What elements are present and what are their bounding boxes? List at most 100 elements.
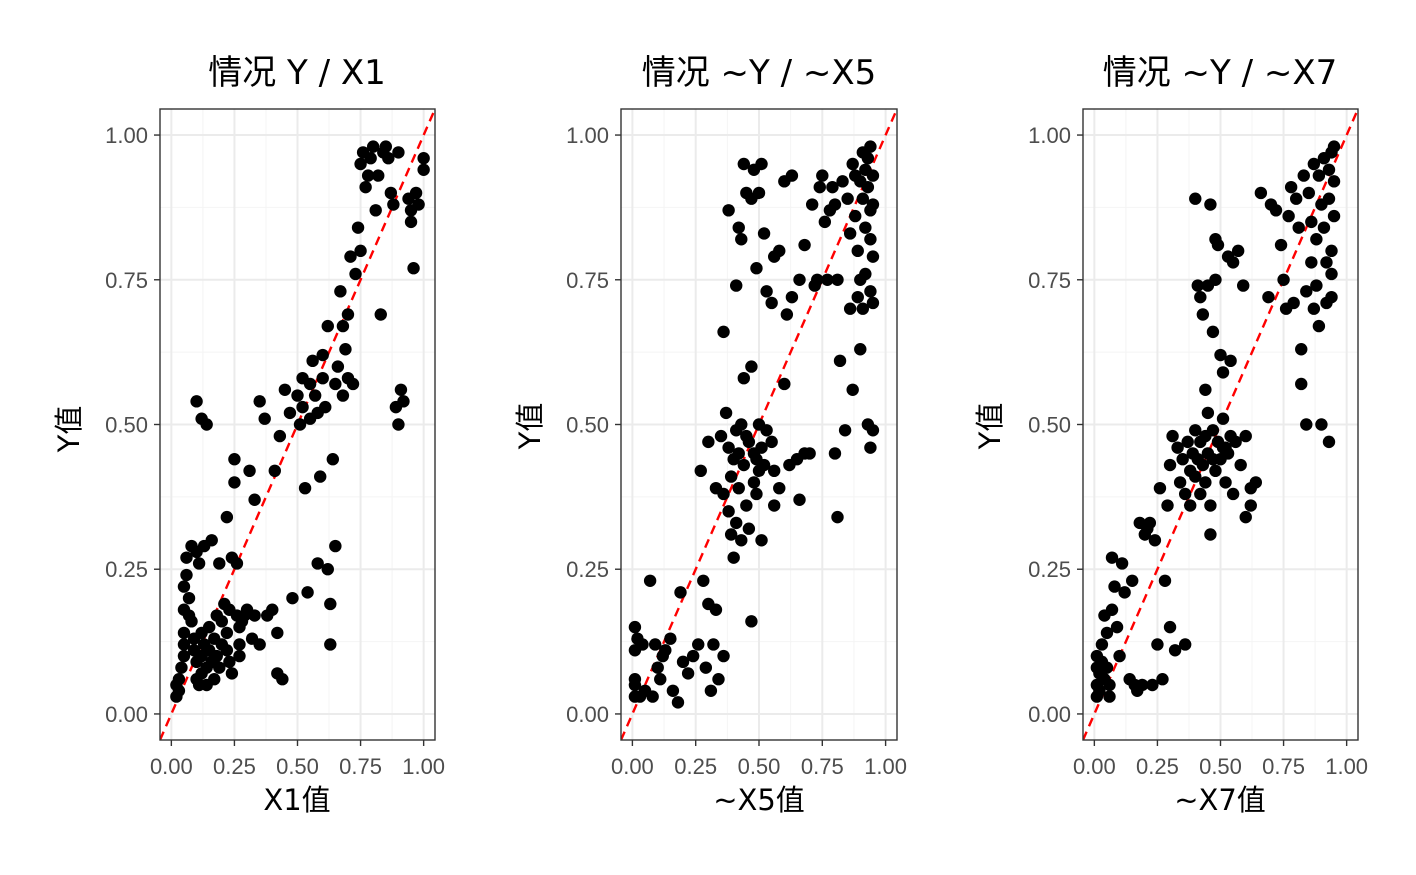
y-tick-label: 0.75 xyxy=(566,268,609,293)
data-point xyxy=(1310,233,1323,246)
data-point xyxy=(757,458,771,472)
data-point xyxy=(714,429,728,443)
data-point xyxy=(344,250,357,263)
data-point xyxy=(1269,204,1283,217)
data-point xyxy=(1325,267,1338,281)
data-point xyxy=(849,209,862,223)
data-point xyxy=(1219,441,1232,454)
data-point xyxy=(755,441,768,454)
data-point xyxy=(864,140,877,153)
data-point xyxy=(1327,140,1341,153)
data-point xyxy=(208,673,221,686)
data-point xyxy=(864,441,877,454)
data-point xyxy=(742,522,756,535)
x-tick-label: 0.50 xyxy=(276,754,319,779)
data-point xyxy=(1209,273,1222,286)
data-point xyxy=(1184,499,1197,512)
data-point xyxy=(755,157,768,171)
y-tick-label: 0.50 xyxy=(566,413,609,438)
data-point xyxy=(273,429,287,443)
data-point xyxy=(1216,412,1230,425)
data-point xyxy=(732,481,745,495)
reference-line xyxy=(1083,109,1358,740)
data-point xyxy=(1161,499,1174,512)
data-point xyxy=(826,180,839,194)
data-point xyxy=(730,279,743,292)
x-tick-label: 1.00 xyxy=(402,754,445,779)
data-point xyxy=(387,198,400,211)
data-point xyxy=(1118,586,1131,599)
data-point xyxy=(1282,209,1295,223)
data-point xyxy=(220,644,234,657)
y-tick-label: 0.25 xyxy=(566,557,609,582)
x-tick-label: 0.75 xyxy=(1262,754,1305,779)
plot-area: 0.00 0.25 0.50 0.75 1.00 0.00 0.25 0.50 0.75 1.00 xyxy=(1028,108,1368,779)
data-point xyxy=(1254,186,1268,200)
data-point xyxy=(737,157,751,171)
data-point xyxy=(836,175,849,188)
data-point xyxy=(854,343,867,356)
y-axis-label: Y值 xyxy=(513,403,547,451)
data-point xyxy=(1148,534,1162,547)
data-point xyxy=(1320,256,1333,269)
data-point xyxy=(324,597,337,611)
data-point xyxy=(177,626,191,640)
data-point xyxy=(1307,302,1321,315)
data-point xyxy=(785,169,799,182)
data-point xyxy=(316,348,329,362)
data-point xyxy=(674,586,687,599)
plot-area: 0.00 0.25 0.50 0.75 1.00 0.00 0.25 0.50 0.75 1.00 xyxy=(105,108,445,779)
panel-title: 情况 ~Y / ~X5 xyxy=(642,53,877,93)
data-point xyxy=(180,568,193,582)
y-tick-label: 0.00 xyxy=(1028,702,1071,727)
data-point xyxy=(1163,620,1177,634)
data-point xyxy=(1143,516,1157,530)
data-point xyxy=(841,192,854,205)
data-point xyxy=(724,528,738,541)
data-point xyxy=(1206,325,1220,339)
data-point xyxy=(1277,273,1290,286)
data-point xyxy=(735,233,748,246)
data-point xyxy=(291,389,304,402)
panel-2: 情况 ~Y / ~X5 ~X5值 Y值 0.00 0.25 0.50 0.75 1.00… xyxy=(513,53,907,817)
data-point xyxy=(1103,690,1116,703)
x-tick-label: 1.00 xyxy=(1325,754,1368,779)
data-point xyxy=(1110,620,1124,634)
data-point xyxy=(324,638,337,651)
data-point xyxy=(220,510,234,524)
data-point xyxy=(833,354,847,368)
data-point xyxy=(1173,476,1187,489)
data-point xyxy=(1219,476,1232,489)
data-point xyxy=(185,615,198,628)
data-point xyxy=(1310,279,1323,292)
data-point xyxy=(223,655,236,669)
data-point xyxy=(1168,644,1182,657)
data-point xyxy=(1100,626,1114,640)
panel-3: 情况 ~Y / ~X7 ~X7值 Y值 0.00 0.25 0.50 0.75 1.00… xyxy=(973,53,1368,817)
y-tick-label: 0.50 xyxy=(1028,413,1071,438)
data-point xyxy=(1262,290,1275,304)
data-point xyxy=(341,308,355,321)
data-point xyxy=(866,296,880,310)
data-point xyxy=(1322,163,1336,176)
y-tick-label: 0.75 xyxy=(105,268,148,293)
data-point xyxy=(248,493,261,506)
data-point xyxy=(712,673,725,686)
data-point xyxy=(755,534,768,547)
data-point xyxy=(233,638,246,651)
y-tick-label: 0.25 xyxy=(1028,557,1071,582)
data-point xyxy=(828,198,842,211)
data-point xyxy=(1214,348,1227,362)
data-point xyxy=(676,655,690,669)
data-point xyxy=(346,377,360,391)
data-point xyxy=(1249,476,1263,489)
x-tick-label: 1.00 xyxy=(864,754,907,779)
data-point xyxy=(180,551,193,564)
x-tick-label: 0.75 xyxy=(339,754,382,779)
data-point xyxy=(722,505,735,518)
data-point xyxy=(692,638,705,651)
data-point xyxy=(293,418,307,431)
data-point xyxy=(359,180,372,194)
data-point xyxy=(1196,308,1210,321)
data-point xyxy=(301,586,314,599)
